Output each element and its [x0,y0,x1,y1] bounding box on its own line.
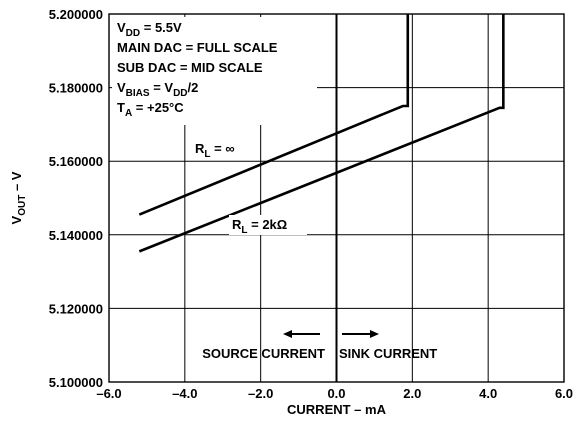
sink-arrow-head [370,330,379,338]
x-tick-label: 2.0 [403,386,421,401]
series-label-2: RL = 2kΩ [232,217,287,236]
x-tick-label: 6.0 [555,386,573,401]
series-label-1: RL = ∞ [195,141,235,160]
series-layer [138,14,505,253]
y-tick-label: 5.180000 [49,81,103,96]
series-label-bg [229,215,307,235]
y-tick-label: 5.140000 [49,228,103,243]
y-axis-label: VOUT – V [9,171,28,224]
y-tick-label: 5.160000 [49,154,103,169]
condition-line: VBIAS = VDD/2 [117,80,198,99]
x-tick-label: 4.0 [479,386,497,401]
source-arrow-head [283,330,292,338]
condition-line: SUB DAC = MID SCALE [117,60,263,75]
y-tick-label: 5.200000 [49,7,103,22]
x-tick-label: –2.0 [248,386,273,401]
tick-layer: –6.0 –4.0 –2.0 0.0 2.0 4.0 6.0 5.100000 5.120000… [9,7,573,417]
series-line-2 [138,14,505,253]
condition-line: VDD = 5.5V [117,20,182,39]
sink-current-label: SINK CURRENT [339,346,437,361]
y-tick-label: 5.120000 [49,301,103,316]
y-tick-label: 5.100000 [49,375,103,390]
conditions-box-bg [112,17,317,125]
condition-line: MAIN DAC = FULL SCALE [117,40,278,55]
series-line-1 [138,14,410,216]
x-tick-label: –6.0 [96,386,121,401]
x-axis-label: CURRENT – mA [287,402,387,417]
x-tick-label: 0.0 [327,386,345,401]
series-label-bg [192,139,254,159]
source-current-label: SOURCE CURRENT [202,346,325,361]
x-tick-label: –4.0 [172,386,197,401]
condition-line: TA = +25°C [117,100,184,119]
